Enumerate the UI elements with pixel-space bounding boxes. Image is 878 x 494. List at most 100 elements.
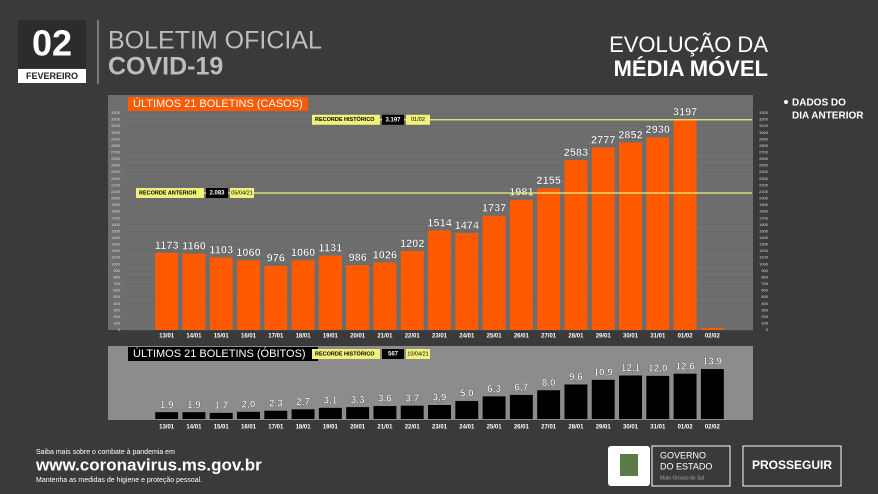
x-tick-label: 22/01 (405, 425, 421, 431)
bar (646, 375, 670, 419)
x-tick-label: 16/01 (241, 425, 257, 431)
bar (537, 390, 561, 419)
record-value: 567 (388, 352, 399, 358)
y2-tick-label: 3300 (759, 110, 769, 115)
y2-tick-label: 2600 (759, 156, 769, 161)
x-tick-label: 17/01 (268, 334, 284, 340)
month: FEVEREIRO (26, 71, 78, 81)
x-tick-label: 15/01 (214, 334, 230, 340)
y2-tick-label: 1500 (759, 228, 769, 233)
y-tick-label: 1600 (111, 222, 121, 227)
value-label: 1103 (209, 244, 233, 256)
x-tick-label: 20/01 (350, 334, 366, 340)
value-label: 1474 (455, 220, 480, 232)
x-tick-label: 30/01 (623, 334, 639, 340)
bar (537, 188, 561, 330)
x-tick-label: 01/02 (678, 334, 694, 340)
y2-tick-label: 3000 (759, 130, 769, 135)
y2-tick-label: 1400 (759, 235, 769, 240)
value-label: 1160 (182, 241, 206, 253)
record-date: 10/04/21 (407, 351, 428, 357)
x-tick-label: 25/01 (487, 425, 503, 431)
value-label: 1202 (400, 238, 424, 250)
y-tick-label: 600 (113, 288, 120, 293)
chart-title-box (128, 347, 318, 361)
bar (318, 255, 342, 330)
y2-tick-label: 2300 (759, 176, 769, 181)
y2-tick-label: 2000 (759, 196, 769, 201)
bar (182, 253, 206, 330)
y-tick-label: 2000 (111, 196, 121, 201)
y-tick-label: 2400 (111, 169, 121, 174)
note: DADOS DO (792, 98, 846, 109)
y2-tick-label: 1700 (759, 215, 769, 220)
y-tick-label: 2100 (111, 189, 121, 194)
record-value: 3.197 (385, 117, 401, 123)
bar (346, 265, 370, 330)
record-value: 2.083 (209, 191, 225, 197)
value-label: 1060 (236, 247, 260, 259)
y-tick-label: 0 (118, 327, 121, 332)
y2-tick-label: 2700 (759, 150, 769, 155)
y2-tick-label: 900 (761, 268, 768, 273)
x-tick-label: 31/01 (650, 334, 666, 340)
bar (455, 233, 479, 330)
value-label: 1,7 (214, 401, 228, 412)
value-label: 2,7 (296, 397, 310, 408)
value-label: 12,0 (648, 364, 668, 375)
bar (673, 119, 697, 330)
y-tick-label: 2300 (111, 176, 121, 181)
x-tick-label: 27/01 (541, 334, 557, 340)
record-value-box (382, 114, 404, 125)
footer-url: www.coronavirus.ms.gov.br (35, 455, 262, 474)
value-label: 8,0 (542, 378, 556, 389)
value-label: 2,3 (269, 398, 283, 409)
x-tick-label: 19/01 (323, 334, 339, 340)
value-label: 2583 (564, 147, 588, 159)
y-tick-label: 2700 (111, 150, 121, 155)
y-tick-label: 2900 (111, 136, 121, 141)
bar (400, 405, 424, 419)
bar (700, 328, 724, 330)
x-tick-label: 22/01 (405, 334, 421, 340)
record-label: RECORDE HISTÓRICO (315, 349, 375, 357)
y2-tick-label: 1100 (759, 255, 768, 260)
x-tick-label: 26/01 (514, 425, 530, 431)
note-bullet (784, 100, 788, 104)
bar (591, 147, 615, 330)
y-tick-label: 800 (113, 274, 120, 279)
bar (619, 142, 642, 330)
x-tick-label: 27/01 (541, 425, 557, 431)
value-label: 2,0 (242, 399, 256, 410)
note: DIA ANTERIOR (792, 111, 864, 122)
value-label: 2777 (591, 134, 615, 146)
y2-tick-label: 1300 (759, 242, 769, 247)
value-label: 1737 (482, 203, 506, 215)
bar (264, 265, 288, 330)
x-tick-label: 23/01 (432, 334, 448, 340)
y-tick-label: 2800 (111, 143, 121, 148)
y-tick-label: 1800 (111, 209, 121, 214)
value-label: 1,9 (187, 400, 201, 411)
value-label: 1173 (155, 240, 179, 252)
record-date-box (406, 114, 430, 125)
gov-text: DO ESTADO (660, 461, 712, 471)
y-tick-label: 3100 (111, 123, 121, 128)
x-tick-label: 19/01 (323, 425, 339, 431)
y2-tick-label: 2500 (759, 163, 769, 168)
x-tick-label: 24/01 (459, 334, 475, 340)
y-tick-label: 400 (113, 301, 120, 306)
y2-tick-label: 700 (761, 281, 768, 286)
value-label: 1026 (373, 249, 397, 261)
x-tick-label: 14/01 (186, 425, 202, 431)
y2-tick-label: 3200 (759, 117, 769, 122)
x-tick-label: 30/01 (623, 425, 639, 431)
y2-tick-label: 500 (761, 294, 768, 299)
x-tick-label: 24/01 (459, 425, 475, 431)
gov-emblem (620, 454, 638, 476)
record-value-box (206, 188, 228, 199)
program: PROSSEGUIR (752, 458, 832, 472)
value-label: 1131 (318, 243, 342, 255)
y2-tick-label: 2800 (759, 143, 769, 148)
x-tick-label: 25/01 (487, 334, 503, 340)
